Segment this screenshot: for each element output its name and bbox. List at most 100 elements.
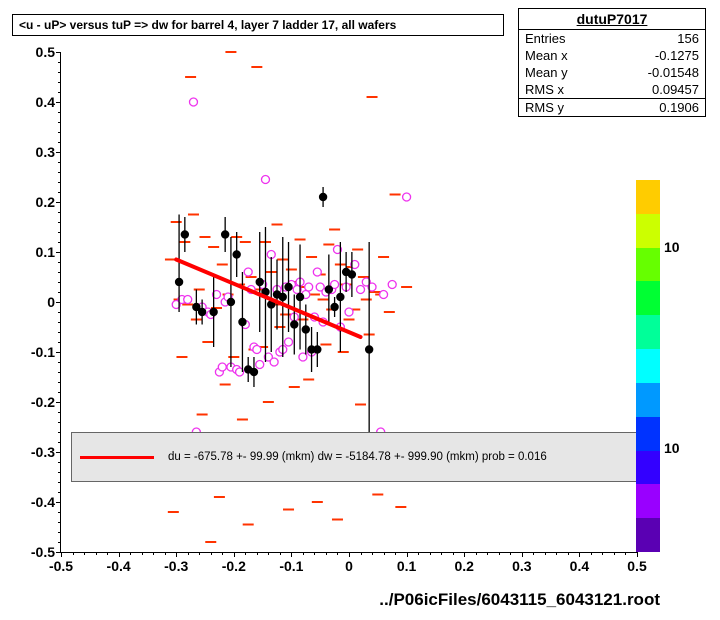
histo-dash <box>312 501 323 503</box>
colorbar-segment <box>636 180 660 214</box>
histo-dash <box>200 236 211 238</box>
plot-title-box: <u - uP> versus tuP => dw for barrel 4, … <box>12 14 504 36</box>
histo-dash <box>194 289 205 291</box>
stats-value: 156 <box>677 31 699 46</box>
xtick-label: 0.1 <box>397 558 416 574</box>
secondary-marker <box>244 268 252 276</box>
ytick-label: 0 <box>47 294 55 310</box>
profile-marker <box>365 345 373 353</box>
profile-marker <box>279 293 287 301</box>
secondary-marker <box>189 98 197 106</box>
profile-marker <box>302 325 310 333</box>
secondary-marker <box>388 281 396 289</box>
histo-dash <box>309 294 320 296</box>
secondary-marker <box>218 363 226 371</box>
histo-dash <box>295 239 306 241</box>
profile-marker <box>238 318 246 326</box>
xtick-label: -0.3 <box>164 558 188 574</box>
histo-dash <box>329 229 340 231</box>
histo-dash <box>367 96 378 98</box>
histo-dash <box>205 541 216 543</box>
histo-dash <box>188 214 199 216</box>
xtick-label: 0 <box>345 558 353 574</box>
colorbar-label: 10 <box>664 239 680 255</box>
secondary-marker <box>256 361 264 369</box>
profile-marker <box>232 250 240 258</box>
colorbar-segment <box>636 484 660 518</box>
histo-dash <box>280 314 291 316</box>
histo-dash <box>332 519 343 521</box>
stats-value: 0.09457 <box>652 82 699 97</box>
histo-dash <box>286 269 297 271</box>
profile-marker <box>227 298 235 306</box>
histo-dash <box>251 66 262 68</box>
stats-value: -0.1275 <box>655 48 699 63</box>
secondary-marker <box>403 193 411 201</box>
colorbar-segment <box>636 518 660 552</box>
secondary-marker <box>313 268 321 276</box>
histo-dash <box>220 384 231 386</box>
colorbar-segment <box>636 248 660 282</box>
histo-dash <box>303 379 314 381</box>
histo-dash <box>289 386 300 388</box>
ytick-label: -0.4 <box>31 494 55 510</box>
plot-title: <u - uP> versus tuP => dw for barrel 4, … <box>19 18 396 32</box>
profile-marker <box>284 283 292 291</box>
xtick-label: -0.4 <box>107 558 131 574</box>
xtick-label: 0.3 <box>512 558 531 574</box>
secondary-marker <box>184 296 192 304</box>
xtick-label: 0.5 <box>627 558 646 574</box>
histo-dash <box>171 221 182 223</box>
xtick-label: -0.2 <box>222 558 246 574</box>
histo-dash <box>323 244 334 246</box>
fit-legend-box: du = -675.78 +- 99.99 (mkm) dw = -5184.7… <box>71 432 637 482</box>
secondary-marker <box>380 291 388 299</box>
ytick-label: 0.2 <box>36 194 55 210</box>
histo-dash <box>390 194 401 196</box>
histo-dash <box>168 511 179 513</box>
xtick-label: -0.1 <box>279 558 303 574</box>
histo-dash <box>318 299 329 301</box>
profile-marker <box>198 308 206 316</box>
stats-name: dutuP7017 <box>519 9 705 30</box>
histo-dash <box>208 246 219 248</box>
fit-text: du = -675.78 +- 99.99 (mkm) dw = -5184.7… <box>168 451 547 463</box>
stats-value: 0.1906 <box>659 100 699 115</box>
colorbar-segment <box>636 451 660 485</box>
colorbar-segment <box>636 349 660 383</box>
colorbar-segment <box>636 315 660 349</box>
profile-marker <box>256 278 264 286</box>
histo-dash <box>274 326 285 328</box>
histo-dash <box>228 356 239 358</box>
histo-dash <box>243 524 254 526</box>
histo-dash <box>372 494 383 496</box>
secondary-marker <box>253 346 261 354</box>
profile-marker <box>319 193 327 201</box>
profile-marker <box>325 285 333 293</box>
histo-dash <box>217 264 228 266</box>
histo-dash <box>283 509 294 511</box>
profile-marker <box>175 278 183 286</box>
secondary-marker <box>357 286 365 294</box>
secondary-marker <box>345 308 353 316</box>
histo-dash <box>225 51 236 53</box>
histo-dash <box>344 319 355 321</box>
profile-marker <box>336 293 344 301</box>
ytick-label: -0.3 <box>31 444 55 460</box>
histo-dash <box>197 414 208 416</box>
xtick-label: 0.4 <box>570 558 589 574</box>
ytick-label: 0.5 <box>36 44 55 60</box>
histo-dash <box>320 344 331 346</box>
plot-area: -0.5-0.4-0.3-0.2-0.100.10.20.30.40.5-0.5… <box>60 52 637 553</box>
profile-marker <box>250 368 258 376</box>
colorbar-segment <box>636 383 660 417</box>
colorbar-segment <box>636 281 660 315</box>
histo-dash <box>185 76 196 78</box>
histo-dash <box>237 419 248 421</box>
histo-dash <box>338 351 349 353</box>
histo-dash <box>176 356 187 358</box>
ytick-label: 0.3 <box>36 144 55 160</box>
secondary-marker <box>270 358 278 366</box>
colorbar-segment <box>636 214 660 248</box>
colorbar-segment <box>636 417 660 451</box>
